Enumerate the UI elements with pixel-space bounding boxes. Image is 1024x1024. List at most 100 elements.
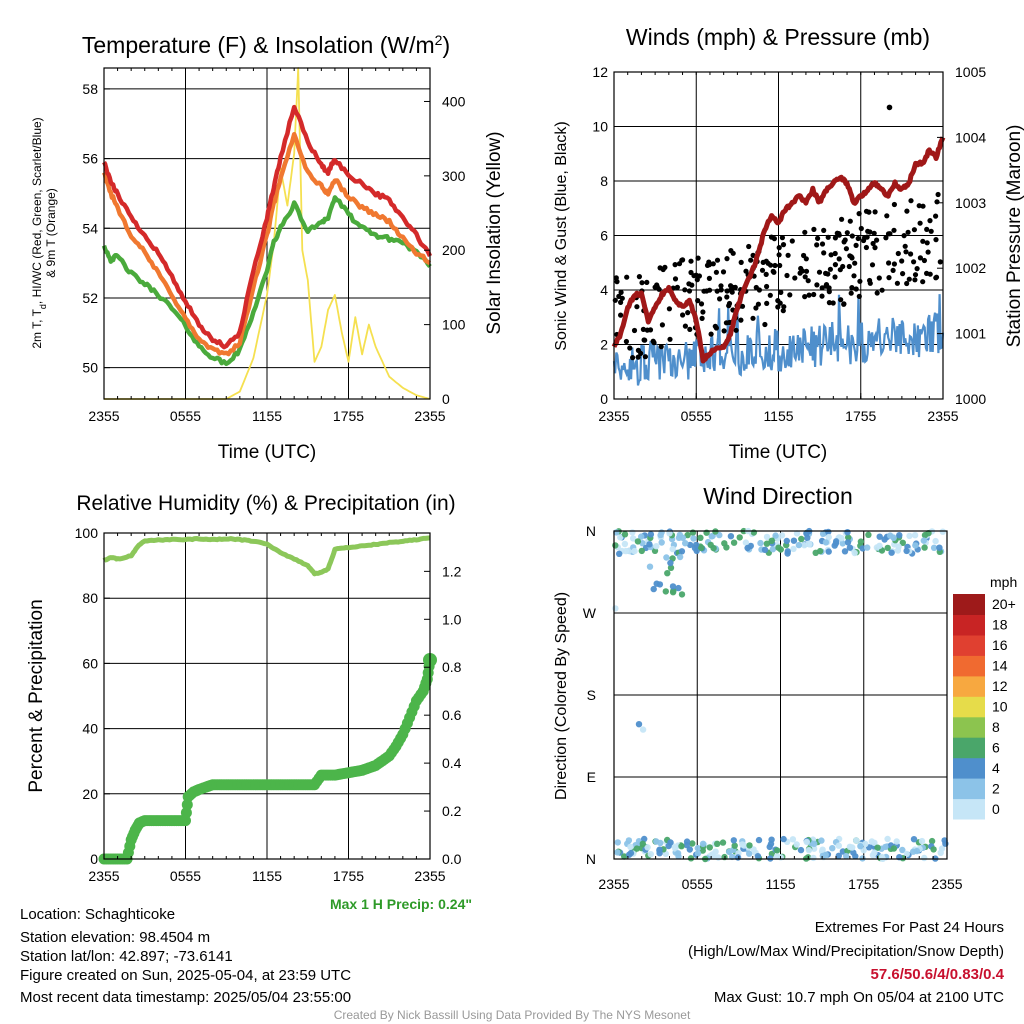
gust-point (732, 284, 738, 290)
gust-point (738, 259, 744, 265)
gust-point (821, 250, 827, 256)
direction-point (921, 544, 928, 551)
direction-point (768, 537, 775, 544)
gust-point (806, 292, 812, 298)
gust-point (635, 354, 641, 360)
gust-point (849, 285, 855, 291)
direction-point (890, 845, 898, 852)
gust-point (816, 269, 823, 275)
colorbar-swatch (953, 696, 985, 718)
gust-point (688, 269, 694, 276)
y2-tick-label: 1000 (955, 391, 986, 407)
gust-point (848, 254, 854, 260)
direction-point (876, 533, 883, 540)
direction-point (739, 841, 746, 848)
direction-point (878, 547, 886, 554)
y2-tick-label: 400 (442, 93, 466, 109)
gust-point (748, 257, 754, 263)
gust-point (805, 278, 811, 284)
y2-tick-label: 1001 (955, 326, 986, 342)
gust-point (695, 255, 701, 261)
winds-panel: Winds (mph) & Pressure (mb) 2355 0555 1155… (553, 24, 1024, 463)
gust-point (699, 315, 705, 321)
colorbar-title: mph (990, 574, 1017, 590)
direction-point (890, 534, 897, 542)
gust-point (672, 276, 679, 282)
winds-axes: 2355 0555 1155 1755 235502468101210001001100… (592, 64, 986, 424)
direction-point (734, 854, 742, 861)
extremes-heading: Extremes For Past 24 Hours (814, 919, 1004, 936)
gust-point (778, 289, 784, 295)
gust-point (623, 338, 630, 345)
gust-point (891, 261, 898, 267)
gust-point (902, 243, 908, 249)
gust-point (832, 262, 839, 268)
colorbar-swatch (953, 675, 985, 697)
gust-point (836, 256, 842, 262)
x-tick-label: 1755 (333, 868, 364, 884)
direction-point (930, 846, 937, 853)
gust-point (714, 288, 720, 294)
gust-point (912, 272, 919, 278)
x-tick-label: 1755 (848, 876, 879, 892)
gust-point (634, 304, 640, 310)
gust-point (904, 280, 910, 287)
gust-point (821, 227, 827, 233)
direction-point (810, 845, 818, 852)
gust-point (619, 295, 625, 301)
gust-point (832, 274, 838, 280)
y-tick-label: 2 (600, 337, 608, 353)
gust-point (872, 209, 878, 215)
gust-point (841, 301, 847, 307)
direction-point (805, 847, 813, 854)
gust-point (714, 257, 721, 263)
gust-point (682, 323, 689, 329)
gust-point (717, 296, 723, 302)
gust-point (819, 285, 825, 291)
t2m-line (102, 104, 433, 350)
temperature-title: Temperature (F) & Insolation (W/m2) (82, 32, 450, 58)
colorbar-label: 0 (992, 801, 1000, 817)
direction-point (846, 843, 854, 850)
direction-point (851, 549, 858, 557)
direction-point (689, 529, 697, 536)
gust-point (618, 299, 624, 305)
direction-point (832, 540, 840, 547)
y-tick-label: 40 (82, 721, 98, 737)
gust-point (911, 259, 917, 265)
gust-point (712, 323, 718, 329)
direction-point (726, 848, 733, 856)
gust-point (706, 259, 712, 265)
gust-point (658, 344, 664, 350)
direction-point (647, 531, 655, 538)
y-tick-label: 8 (600, 173, 608, 189)
colorbar-swatch (953, 655, 985, 677)
direction-point (629, 535, 637, 542)
gust-point (847, 218, 853, 224)
gust-point (937, 259, 943, 265)
temperature-ylabel-right: Solar Insolation (Yellow) (484, 131, 505, 334)
direction-point (819, 852, 826, 860)
gust-point (924, 240, 930, 246)
gust-point (627, 345, 633, 351)
direction-point (822, 539, 830, 546)
gust-point (743, 268, 749, 274)
precip-point (180, 807, 192, 819)
gust-point (771, 269, 777, 275)
colorbar-label: 18 (992, 617, 1008, 633)
gust-point (801, 252, 807, 259)
x-tick-label: 0555 (170, 868, 201, 884)
direction-point (676, 553, 684, 561)
x-tick-label: 1755 (845, 408, 876, 424)
direction-point (784, 550, 791, 557)
humidity-series (98, 535, 437, 865)
humidity-panel: Relative Humidity (%) & Precipitation (i… (26, 492, 462, 884)
gust-point (934, 199, 940, 205)
gust-point (890, 267, 896, 273)
gust-point (826, 300, 833, 306)
winds-ylabel-left: Sonic Wind & Gust (Blue, Black) (553, 121, 570, 350)
gust-point (884, 213, 890, 219)
gust-point (693, 272, 699, 278)
y-tick-label: 56 (82, 151, 98, 167)
direction-title: Wind Direction (703, 483, 853, 509)
